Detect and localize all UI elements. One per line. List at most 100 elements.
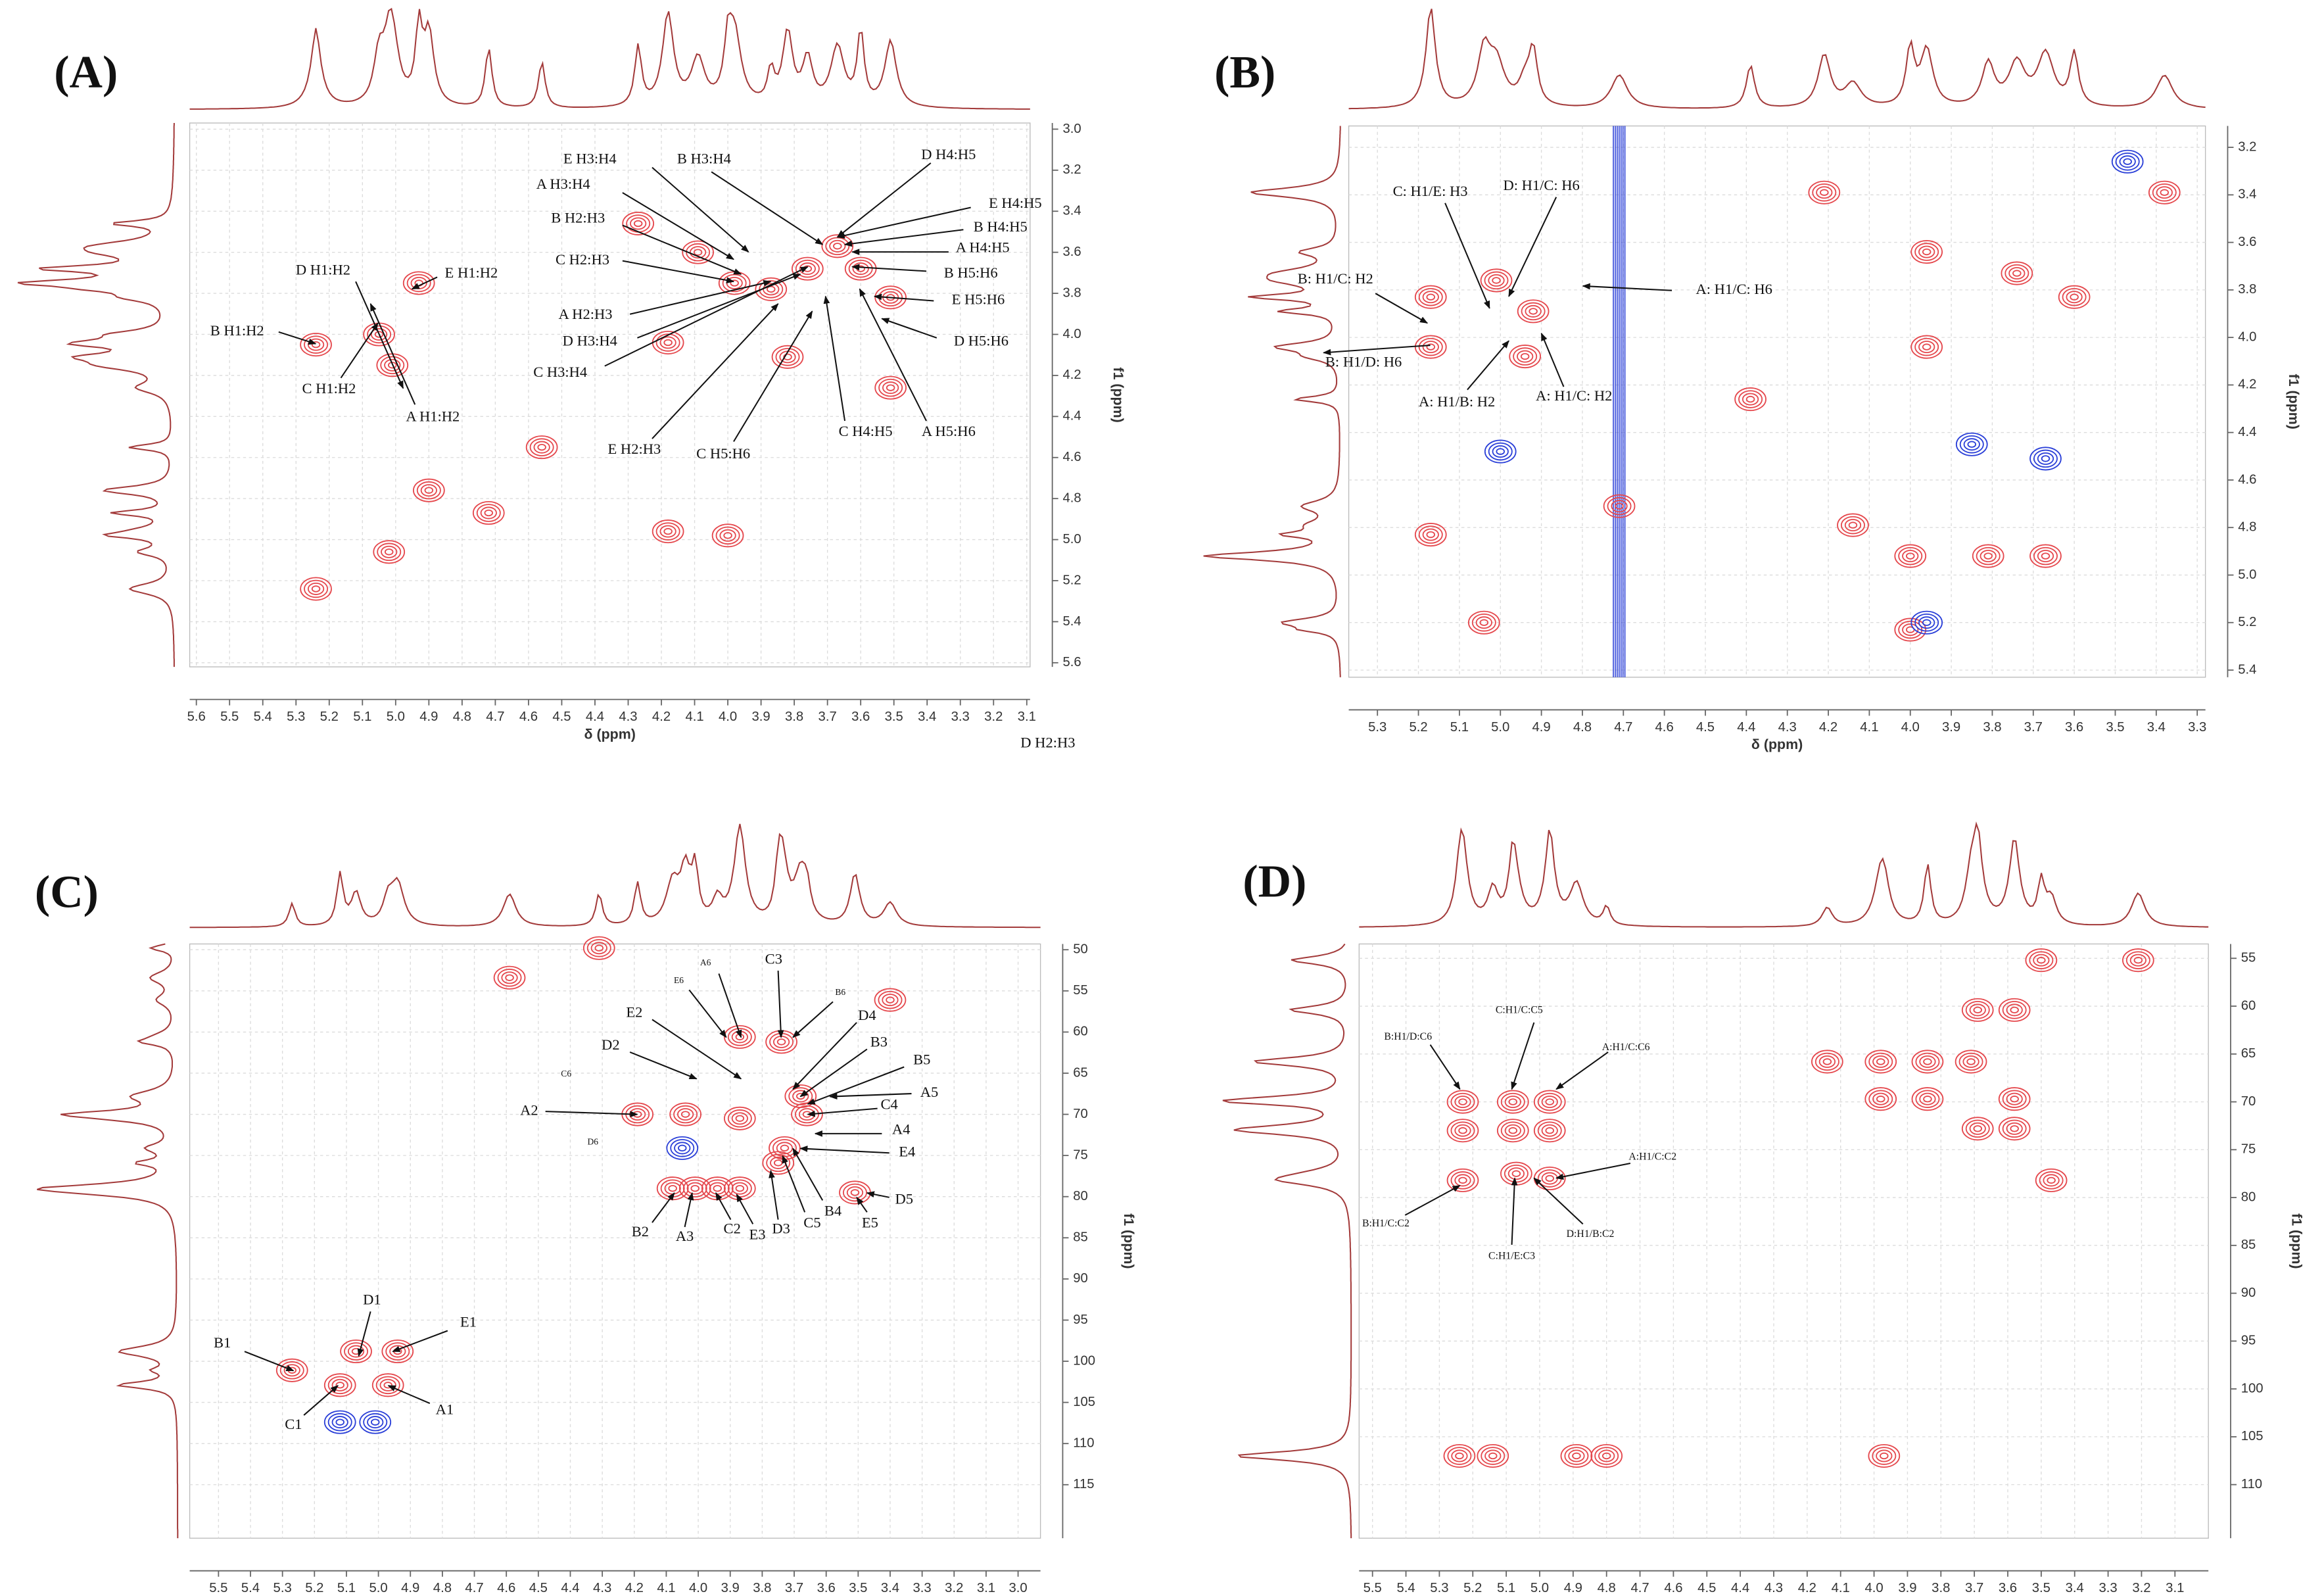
annotation: C3	[765, 950, 782, 967]
annotation: C6	[561, 1069, 571, 1078]
negative-contour-peak	[1484, 439, 1517, 464]
contour-peak	[1961, 1117, 1994, 1141]
contour-ring	[1923, 1096, 1932, 1103]
contour-ring	[323, 1410, 356, 1434]
annotation: A:H1/C:C2	[1628, 1151, 1676, 1163]
annotation: C H1:H2	[302, 380, 356, 397]
contour-ring	[2006, 1004, 2023, 1017]
contour-ring	[1872, 1447, 1897, 1465]
contour-ring	[652, 520, 684, 544]
contour-ring	[762, 1151, 795, 1175]
annotation: D2	[602, 1036, 620, 1053]
left-projection	[1222, 943, 1352, 1539]
contour-peak	[1603, 494, 1636, 518]
contour-ring	[476, 504, 501, 522]
annotation-arrow	[688, 989, 727, 1038]
y-tick-label: 4.0	[2238, 329, 2256, 344]
contour-ring	[1454, 1124, 1471, 1137]
contour-ring	[2062, 287, 2087, 306]
contour-peak	[525, 435, 558, 460]
contour-ring	[795, 259, 820, 278]
contour-peak	[2148, 180, 2181, 205]
contour-peak	[791, 256, 824, 281]
contour-ring	[300, 333, 332, 357]
contour-ring	[480, 506, 497, 520]
contour-ring	[776, 1142, 794, 1155]
contour-ring	[2123, 158, 2132, 165]
annotation-arrow	[736, 1194, 754, 1224]
x-tick-label: 3.9	[721, 1581, 740, 1595]
x-tick-label: 4.0	[1901, 720, 1920, 735]
y-tick-label: 60	[2241, 998, 2256, 1013]
contour-ring	[1507, 1167, 1525, 1180]
y-tick-label: 3.2	[2238, 139, 2256, 154]
contour-ring	[2041, 552, 2051, 560]
contour-peak	[582, 936, 615, 960]
x-tick-label: 3.8	[753, 1581, 771, 1595]
x-tick-label: 5.0	[1491, 720, 1509, 735]
contour-ring	[630, 217, 647, 230]
x-tick-label: 4.0	[1864, 1581, 1883, 1595]
contour-ring	[1876, 1058, 1885, 1065]
contour-peak	[1837, 513, 1869, 537]
x-tick-label: 5.5	[209, 1581, 227, 1595]
contour-ring	[2029, 951, 2054, 969]
annotation-arrow	[836, 162, 932, 238]
contour-ring	[622, 211, 655, 235]
contour-ring	[1915, 1052, 1940, 1071]
contour-ring	[1572, 1452, 1581, 1460]
contour-ring	[2012, 270, 2022, 277]
annotation-arrow	[851, 264, 927, 272]
contour-peak	[1911, 1087, 1944, 1111]
contour-ring	[709, 1182, 726, 1195]
contour-ring	[2152, 183, 2177, 202]
annotation-arrow	[843, 229, 964, 247]
x-tick-label: 3.7	[818, 710, 837, 724]
annotation-arrow	[303, 1385, 339, 1416]
negative-contour-peak	[2111, 149, 2144, 174]
annotation-arrow	[1555, 1162, 1631, 1180]
y-tick-label: 4.2	[1062, 368, 1081, 382]
contour-ring	[420, 484, 437, 497]
contour-ring	[1594, 1447, 1619, 1465]
contour-ring	[1458, 1127, 1467, 1134]
contour-ring	[1998, 998, 2031, 1022]
annotation-arrow	[629, 279, 772, 315]
contour-ring	[1590, 1443, 1623, 1468]
contour-peak	[1446, 1168, 1479, 1192]
annotation: A H5:H6	[922, 423, 976, 439]
contour-ring	[1958, 1052, 1983, 1071]
x-tick-label: 3.9	[1942, 720, 1960, 735]
contour-ring	[677, 1108, 694, 1121]
contour-ring	[359, 1410, 392, 1434]
contour-peak	[1414, 285, 1447, 309]
contour-ring	[1541, 1096, 1558, 1109]
contour-ring	[1973, 1006, 1982, 1014]
contour-ring	[670, 1139, 695, 1157]
contour-ring	[1447, 1447, 1472, 1465]
contour-peak	[1517, 299, 1550, 324]
contour-peak	[1955, 1050, 1987, 1074]
annotation: E6	[674, 975, 684, 985]
x-tick-label: 5.3	[1430, 1581, 1448, 1595]
contour-ring	[1955, 1050, 1987, 1074]
contour-ring	[1894, 544, 1927, 568]
contour-ring	[1864, 1087, 1897, 1111]
negative-contour-peak	[666, 1136, 699, 1160]
contour-peak	[1414, 523, 1447, 547]
annotation: E4	[899, 1143, 915, 1159]
y-tick-label: 90	[1073, 1271, 1088, 1286]
annotation-arrow	[652, 1019, 742, 1080]
annotation: D3	[772, 1221, 790, 1237]
contour-peak	[402, 271, 435, 295]
contour-ring	[1808, 180, 1841, 205]
x-tick-label: 5.2	[1409, 720, 1427, 735]
y-tick-label: 3.4	[2238, 187, 2256, 202]
negative-contour-peak	[2029, 447, 2062, 471]
annotation-arrow	[807, 1107, 878, 1117]
contour-ring	[726, 277, 743, 289]
contour-peak	[1811, 1050, 1843, 1074]
contour-ring	[886, 384, 895, 391]
y-tick-label: 90	[2241, 1286, 2256, 1300]
contour-ring	[673, 1105, 698, 1124]
